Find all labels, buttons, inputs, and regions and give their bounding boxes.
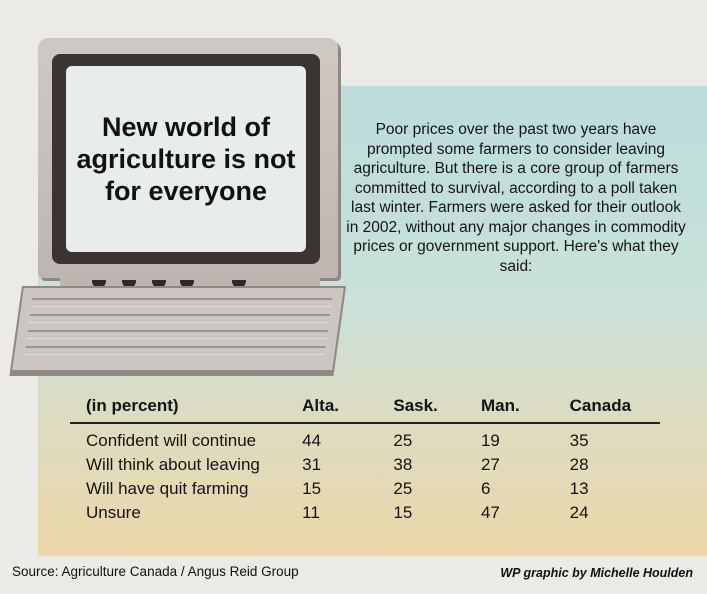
cell-value: 13 [569, 479, 589, 498]
cell-value: 38 [393, 455, 413, 474]
cell-value: 15 [393, 503, 413, 522]
graphic-credit: WP graphic by Michelle Houlden [500, 566, 693, 580]
row-label: Confident will continue [86, 431, 257, 450]
cell-value: 47 [480, 503, 500, 522]
monitor-screen: New world of agriculture is not for ever… [66, 66, 306, 252]
key-row [28, 314, 331, 323]
cell-value: 25 [393, 479, 413, 498]
column-header: Sask. [371, 396, 469, 424]
monitor-knob [122, 280, 136, 288]
table-row: Will think about leaving 31 38 27 28 [70, 453, 660, 477]
cell-value: 28 [569, 455, 589, 474]
cell-value: 27 [480, 455, 500, 474]
key-row [26, 330, 328, 339]
header-row: (in percent) Alta. Sask. Man. Canada [70, 396, 660, 424]
key-row [24, 346, 326, 355]
unit-label: (in percent) [70, 396, 279, 424]
cell-value: 19 [480, 431, 500, 450]
headline: New world of agriculture is not for ever… [76, 112, 296, 206]
column-header: Canada [553, 396, 660, 424]
intro-paragraph: Poor prices over the past two years have… [346, 121, 686, 275]
cell-value: 24 [569, 503, 589, 522]
column-header: Alta. [278, 396, 372, 424]
cell-value: 6 [480, 479, 491, 498]
cell-value: 11 [302, 503, 320, 522]
monitor-knob [92, 280, 106, 288]
cell-value: 35 [569, 431, 589, 450]
poll-table: (in percent) Alta. Sask. Man. Canada Con… [70, 396, 660, 525]
monitor-knob [152, 280, 166, 288]
key-row [31, 298, 333, 307]
row-label: Will have quit farming [86, 479, 249, 498]
monitor-knob [232, 280, 246, 288]
row-label: Will think about leaving [86, 455, 260, 474]
cell-value: 15 [302, 479, 322, 498]
source-note: Source: Agriculture Canada / Angus Reid … [12, 564, 299, 579]
monitor-knob [180, 280, 194, 288]
table-row: Unsure 11 15 47 24 [70, 501, 660, 525]
cell-value: 44 [302, 431, 322, 450]
keyboard-illustration [9, 286, 347, 372]
row-label: Unsure [86, 503, 141, 522]
table-row: Will have quit farming 15 25 6 13 [70, 477, 660, 501]
table-row: Confident will continue 44 25 19 35 [70, 423, 660, 453]
cell-value: 25 [393, 431, 413, 450]
column-header: Man. [468, 396, 554, 424]
cell-value: 31 [302, 455, 322, 474]
